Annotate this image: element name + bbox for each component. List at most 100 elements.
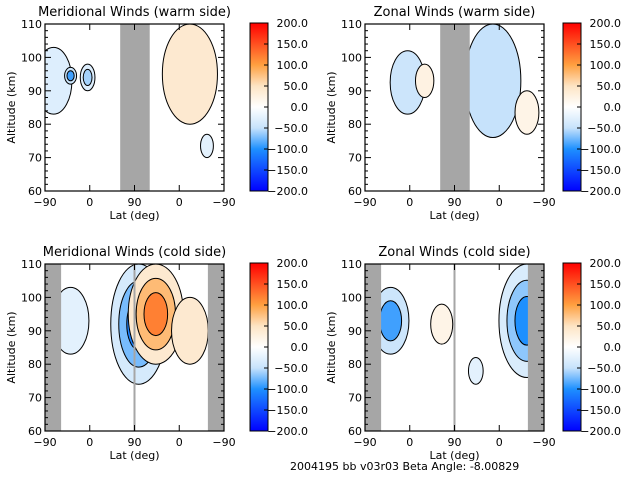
y-tick-label: 80 (348, 118, 362, 131)
y-tick-label: 80 (348, 358, 362, 371)
colorbar-tick-label: −100.0 (267, 383, 308, 396)
footer-caption: 2004195 bb v03r03 Beta Angle: -8.00829 (290, 460, 519, 473)
x-tick-label: −90 (212, 436, 235, 449)
contour-cell (379, 300, 403, 342)
chart-panel-4: Zonal Winds (cold side) 60 70 80 90 100 110 −90… (325, 245, 621, 462)
colorbar-tick-label: 200.0 (277, 257, 309, 270)
y-tick-label: 110 (21, 258, 42, 271)
x-tick-label: 0 (86, 196, 93, 209)
y-tick-label: 70 (348, 152, 362, 165)
y-tick-label: 110 (341, 258, 362, 271)
y-tick-label: 70 (348, 392, 362, 405)
x-tick-label: 0 (86, 436, 93, 449)
x-tick-label: −90 (33, 436, 56, 449)
colorbar-tick-label: −50.0 (587, 362, 621, 375)
colorbar-tick-label: −50.0 (274, 362, 308, 375)
colorbar-tick-label: 50.0 (284, 80, 309, 93)
y-tick-label: 80 (28, 118, 42, 131)
y-tick-label: 90 (348, 325, 362, 338)
colorbar-tick-label: −50.0 (587, 122, 621, 135)
contour-cell (464, 24, 522, 139)
x-tick-label: 0 (406, 436, 413, 449)
y-tick-label: 90 (348, 85, 362, 98)
x-tick-label: 0 (496, 436, 503, 449)
contour-cell (414, 63, 435, 98)
contour-cell (514, 90, 540, 135)
x-tick-label: 90 (128, 436, 142, 449)
contour-cell (430, 303, 454, 345)
colorbar-tick-label: 200.0 (277, 17, 309, 30)
colorbar-tick-label: −100.0 (267, 143, 308, 156)
colorbar-tick-label: 100.0 (277, 299, 309, 312)
y-tick-label: 80 (28, 358, 42, 371)
y-tick-label: 70 (28, 392, 42, 405)
y-axis-label: Altitude (km) (325, 71, 338, 143)
chart-title: Meridional Winds (cold side) (43, 245, 226, 260)
colorbar-tick-label: −100.0 (580, 143, 621, 156)
x-tick-label: −90 (33, 196, 56, 209)
colorbar-tick-label: 50.0 (284, 320, 309, 333)
x-tick-label: 0 (176, 196, 183, 209)
colorbar-tick-label: −200.0 (580, 185, 621, 198)
y-tick-label: 100 (341, 291, 362, 304)
y-tick-label: 90 (28, 85, 42, 98)
y-tick-label: 60 (28, 185, 42, 198)
y-tick-label: 60 (348, 425, 362, 438)
y-tick-label: 100 (21, 51, 42, 64)
no-data-mask (440, 24, 470, 191)
x-axis-label: Lat (deg) (110, 449, 160, 462)
x-tick-label: −90 (353, 436, 376, 449)
x-tick-label: 90 (448, 436, 462, 449)
chart-panel-1: Meridional Winds (warm side) 60 70 80 90 100 1… (5, 5, 308, 222)
x-tick-label: −90 (353, 196, 376, 209)
no-data-mask (45, 264, 62, 431)
contour-cell (161, 24, 218, 125)
colorbar-tick-label: −150.0 (267, 404, 308, 417)
colorbar-tick-label: −150.0 (580, 404, 621, 417)
y-tick-label: 110 (341, 18, 362, 31)
colorbar-tick-label: 0.0 (604, 101, 622, 114)
colorbar-tick-label: 0.0 (604, 341, 622, 354)
no-data-mask (365, 264, 382, 431)
contour-cell (82, 68, 93, 86)
x-tick-label: −90 (532, 436, 555, 449)
x-axis-label: Lat (deg) (110, 209, 160, 222)
y-axis-label: Altitude (km) (5, 71, 18, 143)
contour-cell (467, 357, 484, 385)
colorbar-tick-label: 150.0 (277, 278, 309, 291)
no-data-mask (120, 24, 150, 191)
colorbar-tick-label: 150.0 (277, 38, 309, 51)
y-tick-label: 100 (21, 291, 42, 304)
no-data-mask (207, 264, 224, 431)
y-tick-label: 100 (341, 51, 362, 64)
colorbar-tick-label: 50.0 (597, 80, 622, 93)
y-axis-label: Altitude (km) (325, 311, 338, 383)
no-data-mask (527, 264, 544, 431)
colorbar-tick-label: −50.0 (274, 122, 308, 135)
chart-title: Meridional Winds (warm side) (38, 5, 231, 20)
chart-title: Zonal Winds (cold side) (378, 245, 530, 260)
contour-cell (200, 133, 214, 159)
colorbar-tick-label: −200.0 (267, 185, 308, 198)
contour-cell (143, 292, 169, 337)
colorbar-tick-label: −100.0 (580, 383, 621, 396)
y-tick-label: 110 (21, 18, 42, 31)
contour-cell (66, 70, 75, 82)
x-axis-label: Lat (deg) (430, 449, 480, 462)
colorbar-tick-label: 50.0 (597, 320, 622, 333)
colorbar-tick-label: 0.0 (291, 101, 309, 114)
colorbar-tick-label: −150.0 (267, 164, 308, 177)
colorbar-tick-label: 200.0 (590, 17, 622, 30)
y-tick-label: 60 (28, 425, 42, 438)
x-tick-label: 90 (448, 196, 462, 209)
contour-cell (171, 296, 209, 365)
colorbar-tick-label: 100.0 (277, 59, 309, 72)
colorbar-tick-label: −200.0 (580, 425, 621, 438)
chart-panel-3: Meridional Winds (cold side) 60 70 80 90 100 1… (5, 245, 308, 462)
y-tick-label: 70 (28, 152, 42, 165)
colorbar-tick-label: 0.0 (291, 341, 309, 354)
x-tick-label: 0 (406, 196, 413, 209)
x-tick-label: 0 (176, 436, 183, 449)
chart-title: Zonal Winds (warm side) (374, 5, 536, 20)
